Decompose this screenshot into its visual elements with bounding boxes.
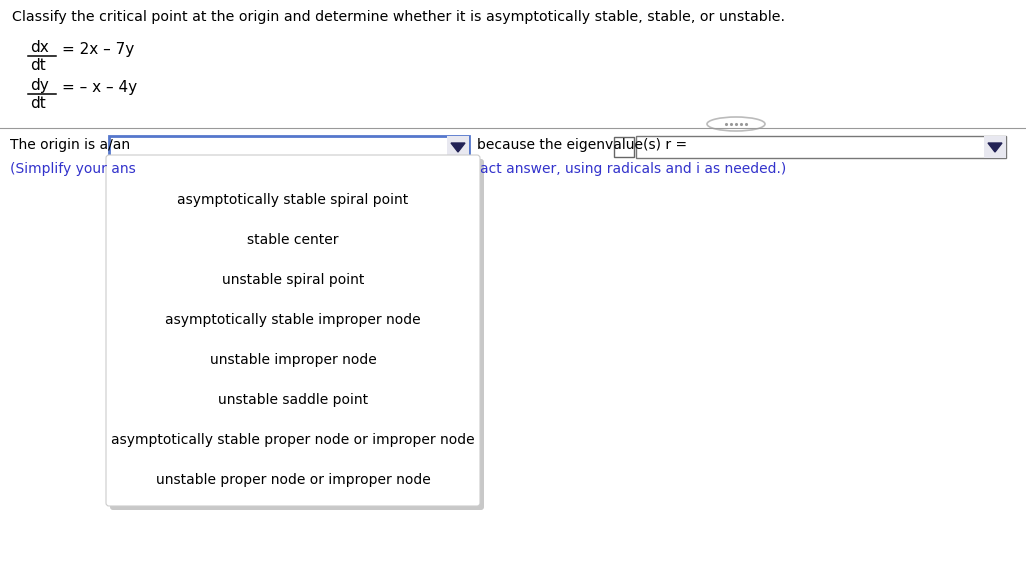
FancyBboxPatch shape [109, 136, 469, 158]
Text: unstable spiral point: unstable spiral point [222, 273, 364, 287]
FancyBboxPatch shape [447, 136, 469, 158]
Text: stable center: stable center [247, 233, 339, 247]
Text: dt: dt [30, 58, 46, 73]
FancyBboxPatch shape [614, 137, 634, 157]
Text: asymptotically stable proper node or improper node: asymptotically stable proper node or imp… [111, 433, 475, 447]
Polygon shape [988, 143, 1002, 152]
Text: = 2x – 7y: = 2x – 7y [62, 42, 134, 57]
FancyBboxPatch shape [984, 136, 1007, 158]
Text: act answer, using radicals and i as needed.): act answer, using radicals and i as need… [480, 162, 786, 176]
Text: dt: dt [30, 96, 46, 111]
Text: Classify the critical point at the origin and determine whether it is asymptotic: Classify the critical point at the origi… [12, 10, 785, 24]
Text: unstable saddle point: unstable saddle point [218, 393, 368, 407]
Text: unstable improper node: unstable improper node [209, 353, 377, 367]
Text: (Simplify your ans: (Simplify your ans [10, 162, 135, 176]
Polygon shape [451, 143, 465, 152]
FancyBboxPatch shape [110, 159, 484, 510]
Text: = – x – 4y: = – x – 4y [62, 80, 137, 95]
Text: asymptotically stable improper node: asymptotically stable improper node [165, 313, 421, 327]
Text: asymptotically stable spiral point: asymptotically stable spiral point [177, 193, 408, 207]
Text: The origin is a/an: The origin is a/an [10, 138, 130, 152]
Text: dy: dy [30, 78, 49, 93]
Text: dx: dx [30, 40, 49, 55]
FancyBboxPatch shape [106, 155, 480, 506]
Text: unstable proper node or improper node: unstable proper node or improper node [156, 473, 430, 487]
Text: because the eigenvalue(s) r =: because the eigenvalue(s) r = [477, 138, 687, 152]
FancyBboxPatch shape [636, 136, 1007, 158]
